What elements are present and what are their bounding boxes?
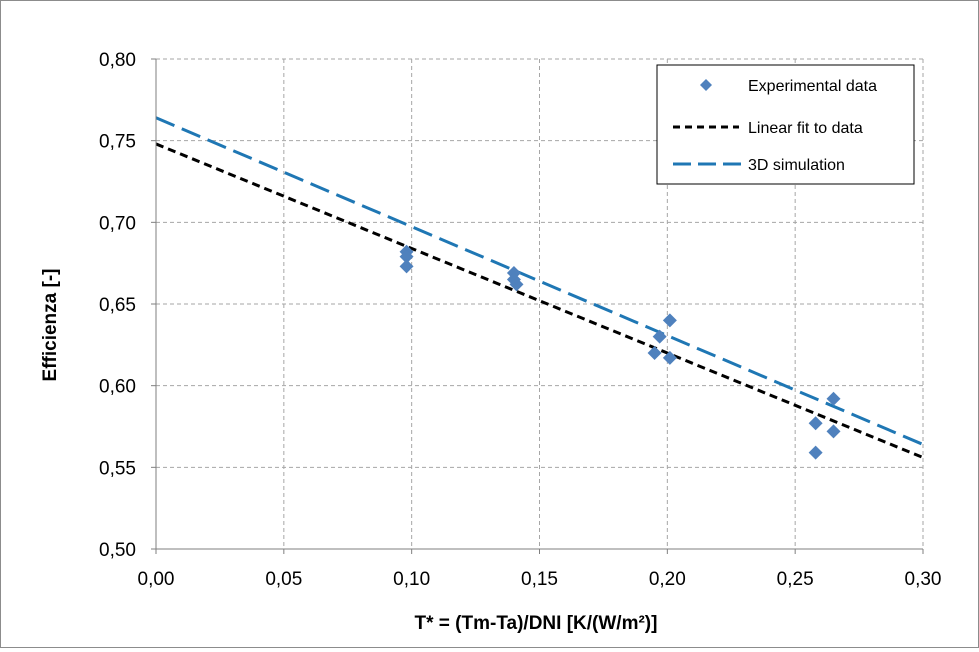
experimental-data-point — [662, 350, 677, 365]
experimental-data-point — [808, 445, 823, 460]
y-axis-title: Efficienza [-] — [40, 269, 61, 382]
x-tick-label: 0,15 — [521, 569, 558, 590]
x-tick-label: 0,25 — [777, 569, 814, 590]
y-tick-label: 0,65 — [99, 295, 136, 316]
series-layer — [155, 116, 924, 460]
legend-marker-experimental — [700, 79, 712, 91]
experimental-data-point — [826, 391, 841, 406]
y-tick-label: 0,50 — [99, 540, 136, 561]
experimental-data-point — [652, 329, 667, 344]
legend-label-3d-simulation: 3D simulation — [748, 157, 845, 174]
x-tick-label: 0,10 — [393, 569, 430, 590]
legend: Experimental data Linear fit to data 3D … — [656, 64, 915, 185]
legend-label-linear-fit: Linear fit to data — [748, 120, 863, 137]
experimental-data-point — [647, 346, 662, 360]
x-tick-label: 0,30 — [905, 569, 942, 590]
x-tick-label: 0,00 — [138, 569, 175, 590]
linear-fit-line — [155, 142, 924, 459]
y-tick-label: 0,75 — [99, 132, 136, 153]
experimental-data-point — [826, 424, 841, 439]
experimental-data-point — [662, 313, 677, 328]
y-tick-label: 0,70 — [99, 213, 136, 234]
x-tick-label: 0,20 — [649, 569, 686, 590]
x-tick-label: 0,05 — [265, 569, 302, 590]
legend-label-experimental: Experimental data — [748, 78, 877, 95]
axis-layer: 0,50 0,55 0,60 0,65 0,70 0,75 0,80 0,00 0,05 0,10… — [99, 50, 941, 590]
y-tick-label: 0,55 — [99, 458, 136, 479]
y-tick-label: 0,80 — [99, 50, 136, 71]
experimental-data-point — [399, 259, 414, 274]
experimental-data-point — [399, 249, 414, 264]
experimental-data-point — [808, 416, 823, 431]
experimental-data-point — [509, 277, 524, 292]
y-tick-label: 0,60 — [99, 377, 136, 398]
x-axis-title: T* = (Tm-Ta)/DNI [K/(W/m²)] — [415, 613, 658, 634]
